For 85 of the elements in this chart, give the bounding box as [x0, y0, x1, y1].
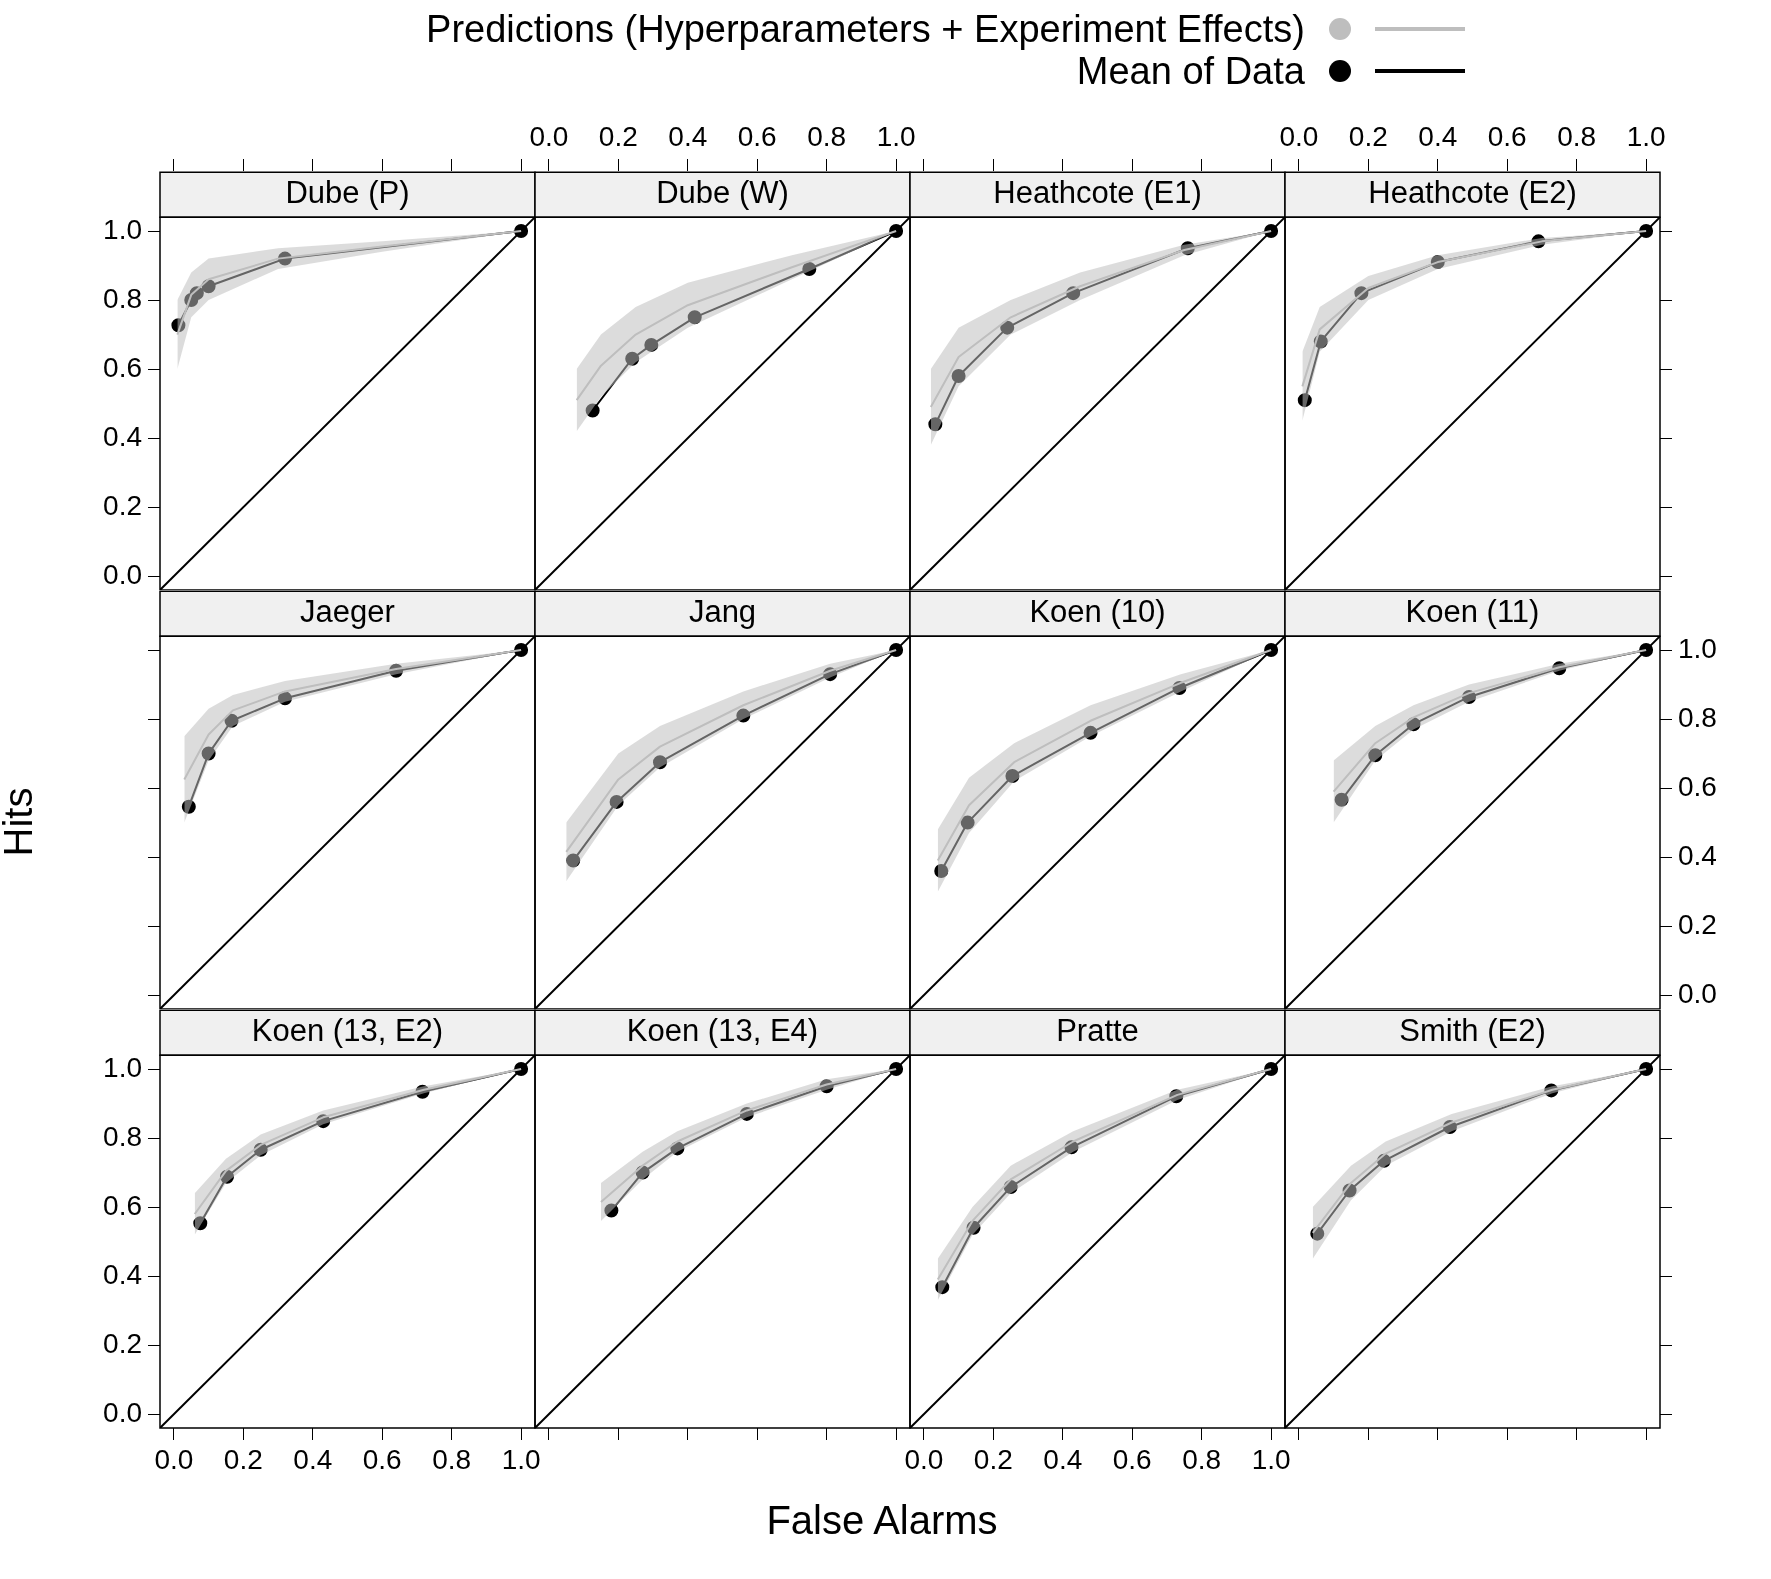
point [625, 351, 640, 366]
chart-title: Dube (W) [656, 175, 789, 211]
point [193, 1216, 208, 1231]
point [653, 755, 667, 770]
y-tick-label: 0.2 [1678, 908, 1717, 940]
x-tick-label: 0.2 [1348, 120, 1388, 152]
y-tick-label: 0.4 [103, 420, 142, 452]
x-axis-title: False Alarms [766, 1498, 998, 1543]
point [604, 1203, 619, 1218]
x-tick-label: 0.4 [293, 1443, 333, 1475]
y-tick-label: 1.0 [103, 213, 142, 245]
x-tick-label: 0.4 [668, 120, 708, 152]
point [224, 713, 239, 728]
chart-title: Jang [688, 594, 757, 630]
x-tick-label: 0.6 [1487, 120, 1527, 152]
point [687, 310, 702, 325]
x-tick-label: 1.0 [1251, 1443, 1291, 1475]
y-tick-label: 0.0 [1678, 977, 1717, 1009]
x-tick-label: 0.0 [1279, 120, 1319, 152]
x-tick-label: 0.8 [432, 1443, 472, 1475]
point [736, 708, 751, 723]
point [181, 799, 196, 814]
point [585, 403, 600, 418]
y-tick-label: 0.4 [1678, 839, 1717, 871]
chart-title: Heathcote (E2) [1368, 175, 1577, 211]
y-tick-label: 1.0 [103, 1051, 142, 1083]
x-tick-label: 0.2 [223, 1443, 263, 1475]
x-tick-label: 1.0 [501, 1443, 541, 1475]
y-tick-label: 0.0 [103, 558, 142, 590]
y-tick-label: 0.6 [103, 351, 142, 383]
point [1003, 1180, 1018, 1195]
x-tick-label: 0.2 [973, 1443, 1013, 1475]
point [566, 853, 581, 868]
legend-label: Mean of Data [1076, 50, 1305, 92]
chart-title: Dube (P) [285, 175, 410, 211]
point [951, 368, 966, 383]
x-tick-label: 0.8 [807, 120, 847, 152]
y-tick-label: 0.8 [103, 1120, 142, 1152]
point [609, 794, 624, 809]
x-tick-label: 1.0 [876, 120, 916, 152]
y-tick-label: 0.6 [1678, 770, 1717, 802]
chart-title: Smith (E2) [1399, 1013, 1546, 1049]
point [1005, 769, 1020, 783]
point [201, 746, 216, 761]
x-tick-label: 0.2 [598, 120, 638, 152]
y-tick-label: 0.0 [103, 1396, 142, 1428]
x-tick-label: 0.6 [737, 120, 777, 152]
x-tick-label: 0.8 [1557, 120, 1597, 152]
x-tick-label: 0.6 [362, 1443, 402, 1475]
chart-title: Koen (13, E4) [626, 1013, 819, 1049]
chart-title: Koen (13, E2) [251, 1013, 444, 1049]
chart-title: Jaeger [300, 594, 395, 630]
y-tick-label: 1.0 [1678, 632, 1717, 664]
x-tick-label: 0.8 [1182, 1443, 1222, 1475]
point [1334, 792, 1349, 807]
x-tick-label: 0.6 [1112, 1443, 1152, 1475]
point [802, 261, 817, 276]
point [644, 337, 659, 352]
y-tick-label: 0.2 [103, 1327, 142, 1359]
x-tick-label: 1.0 [1626, 120, 1666, 152]
chart-title: Koen (10) [1029, 594, 1166, 630]
point [278, 691, 292, 706]
x-tick-label: 0.4 [1043, 1443, 1083, 1475]
y-tick-label: 0.6 [103, 1189, 142, 1221]
point [1368, 748, 1383, 763]
point [935, 1280, 950, 1295]
point [960, 815, 975, 830]
y-tick-label: 0.8 [1678, 701, 1717, 733]
y-tick-label: 0.4 [103, 1258, 142, 1290]
x-tick-label: 0.0 [904, 1443, 944, 1475]
chart-title: Heathcote (E1) [993, 175, 1202, 211]
point [1083, 725, 1098, 740]
chart-title: Koen (11) [1405, 594, 1540, 630]
y-axis-title: Hits [0, 787, 41, 857]
legend-label: Predictions (Hyperparameters + Experiment Effects) [426, 8, 1305, 50]
y-tick-label: 0.2 [103, 489, 142, 521]
point [934, 863, 949, 878]
x-tick-label: 0.4 [1418, 120, 1458, 152]
x-tick-label: 0.0 [529, 120, 569, 152]
point [1297, 393, 1312, 408]
point [1000, 320, 1015, 335]
y-tick-label: 0.8 [103, 282, 142, 314]
chart-title: Pratte [1056, 1013, 1139, 1049]
x-tick-label: 0.0 [154, 1443, 194, 1475]
point [928, 417, 943, 432]
